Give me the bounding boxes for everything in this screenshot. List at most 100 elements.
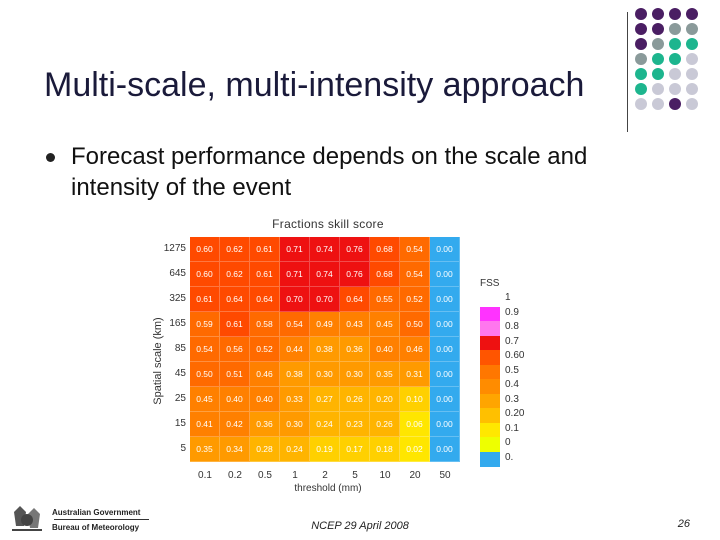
legend-label: 0.20 xyxy=(505,408,525,419)
heatmap-cell: 0.40 xyxy=(250,387,280,412)
heatmap-cell: 0.64 xyxy=(340,287,370,312)
heatmap-cell: 0.64 xyxy=(250,287,280,312)
heatmap-cell: 0.71 xyxy=(280,262,310,287)
heatmap-cell: 0.45 xyxy=(370,312,400,337)
heatmap-cell: 0.02 xyxy=(400,437,430,462)
heatmap-cell: 0.30 xyxy=(280,412,310,437)
heatmap-cell: 0.23 xyxy=(340,412,370,437)
decorative-dot xyxy=(635,23,647,35)
heatmap-cell: 0.00 xyxy=(430,312,460,337)
y-tick-label: 165 xyxy=(169,318,186,329)
decorative-dot xyxy=(669,53,681,65)
heatmap-cell: 0.43 xyxy=(340,312,370,337)
heatmap-cell: 0.00 xyxy=(430,387,460,412)
chart-title: Fractions skill score xyxy=(272,217,384,231)
legend-label: 0.9 xyxy=(505,306,519,318)
heatmap-cell: 0.28 xyxy=(250,437,280,462)
decorative-dot xyxy=(686,53,698,65)
heatmap-cell: 0.24 xyxy=(310,412,340,437)
heatmap-cell: 0.56 xyxy=(220,337,250,362)
heatmap-cell: 0.46 xyxy=(250,362,280,387)
heatmap-cell: 0.10 xyxy=(400,387,430,412)
page-number: 26 xyxy=(677,518,690,530)
decorative-dot xyxy=(669,68,681,80)
heatmap-cell: 0.70 xyxy=(310,287,340,312)
decorative-dot xyxy=(652,8,664,20)
heatmap-cell: 0.00 xyxy=(430,412,460,437)
heatmap-cell: 0.55 xyxy=(370,287,400,312)
y-tick-label: 25 xyxy=(174,393,186,404)
legend-label: 0.7 xyxy=(505,335,519,347)
decorative-dot xyxy=(652,98,664,110)
legend-swatch xyxy=(480,437,500,452)
legend-label: 0.4 xyxy=(505,379,519,390)
heatmap-cell: 0.00 xyxy=(430,337,460,362)
decorative-dot xyxy=(635,38,647,50)
heatmap-cell: 0.68 xyxy=(370,262,400,287)
heatmap-cell: 0.38 xyxy=(280,362,310,387)
decorative-dot xyxy=(669,23,681,35)
decorative-dot xyxy=(635,8,647,20)
decorative-dot xyxy=(652,83,664,95)
decorative-dot xyxy=(635,53,647,65)
heatmap-cell: 0.61 xyxy=(220,312,250,337)
heatmap-cell: 0.42 xyxy=(220,412,250,437)
decorative-dot xyxy=(686,98,698,110)
y-tick-label: 85 xyxy=(174,343,186,354)
legend-label: 0. xyxy=(505,451,514,463)
heatmap-cell: 0.35 xyxy=(190,437,220,462)
heatmap-cell: 0.31 xyxy=(400,362,430,387)
heatmap-cell: 0.24 xyxy=(280,437,310,462)
heatmap-cell: 0.36 xyxy=(250,412,280,437)
heatmap-cell: 0.00 xyxy=(430,287,460,312)
legend-label: 0 xyxy=(505,437,511,448)
heatmap-cell: 0.51 xyxy=(220,362,250,387)
legend-label: 0.5 xyxy=(505,364,519,376)
y-tick-label: 5 xyxy=(180,443,186,454)
heatmap-cell: 0.00 xyxy=(430,237,460,262)
heatmap-cell: 0.46 xyxy=(400,337,430,362)
heatmap-cell: 0.52 xyxy=(250,337,280,362)
decorative-dot xyxy=(635,98,647,110)
heatmap-cell: 0.30 xyxy=(340,362,370,387)
heatmap-cell: 0.30 xyxy=(310,362,340,387)
legend-label: 0.8 xyxy=(505,321,519,332)
heatmap-cell: 0.06 xyxy=(400,412,430,437)
heatmap-cell: 0.18 xyxy=(370,437,400,462)
legend-swatch xyxy=(480,393,500,409)
heatmap-cell: 0.49 xyxy=(310,312,340,337)
decorative-dot-grid xyxy=(635,8,720,120)
heatmap-cell: 0.40 xyxy=(370,337,400,362)
heatmap-cell: 0.41 xyxy=(190,412,220,437)
x-tick-label: 5 xyxy=(352,470,358,481)
title-divider xyxy=(627,12,628,132)
y-tick-label: 1275 xyxy=(163,243,186,254)
heatmap-cell: 0.50 xyxy=(400,312,430,337)
decorative-dot xyxy=(635,68,647,80)
heatmap-cell: 0.74 xyxy=(310,237,340,262)
heatmap-cell: 0.60 xyxy=(190,262,220,287)
legend-swatch xyxy=(480,335,500,351)
x-tick-label: 10 xyxy=(379,470,391,481)
heatmap-cell: 0.61 xyxy=(250,262,280,287)
heatmap-cell: 0.68 xyxy=(370,237,400,262)
slide-title: Multi-scale, multi-intensity approach xyxy=(44,66,585,104)
legend-swatch xyxy=(480,408,500,423)
heatmap-cell: 0.74 xyxy=(310,262,340,287)
decorative-dot xyxy=(686,38,698,50)
legend-label: 1 xyxy=(505,292,511,303)
legend-label: 0.1 xyxy=(505,422,519,434)
legend-swatch xyxy=(480,306,500,322)
heatmap-cell: 0.26 xyxy=(340,387,370,412)
heatmap-cell: 0.40 xyxy=(220,387,250,412)
heatmap-cell: 0.00 xyxy=(430,362,460,387)
decorative-dot xyxy=(686,23,698,35)
decorative-dot xyxy=(635,83,647,95)
coat-of-arms-logo xyxy=(12,506,149,531)
heatmap-cell: 0.62 xyxy=(220,262,250,287)
logo-line1: Australian Government xyxy=(52,508,141,517)
legend-swatch xyxy=(480,379,500,394)
x-tick-label: 0.2 xyxy=(228,470,242,481)
y-tick-label: 15 xyxy=(174,418,186,429)
bullet-marker xyxy=(46,153,55,162)
